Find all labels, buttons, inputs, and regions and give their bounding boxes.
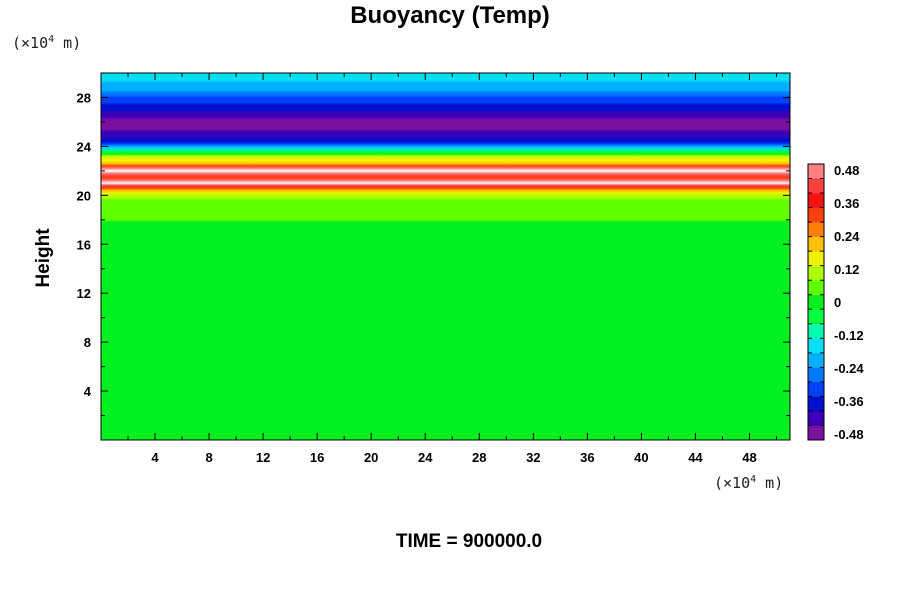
colorbar-swatch: [808, 367, 824, 383]
x-tick-label: 40: [634, 450, 648, 465]
colorbar-swatch: [808, 193, 824, 208]
x-tick-label: 28: [472, 450, 486, 465]
plot-frame: [100, 72, 791, 441]
colorbar-label: 0.12: [834, 262, 859, 277]
colorbar-label: -0.12: [834, 328, 864, 343]
x-unit-base: (×10: [714, 474, 751, 492]
colorbar-swatch: [808, 294, 824, 310]
x-tick-label: 12: [256, 450, 270, 465]
colorbar: 0.48 0.36 0.24 0.12 0 -0.12 -0.24 -0.36 -0.48: [807, 163, 864, 442]
x-tick-label: 36: [580, 450, 594, 465]
colorbar-swatch: [808, 410, 824, 426]
colorbar-label: 0.48: [834, 163, 859, 178]
colorbar-label: 0: [834, 295, 841, 310]
x-tick-label: 4: [151, 450, 159, 465]
colorbar-swatch: [808, 309, 824, 325]
x-tick-label: 20: [364, 450, 378, 465]
colorbar-swatch: [808, 178, 824, 194]
colorbar-swatch: [808, 265, 824, 281]
colorbar-swatch: [808, 352, 824, 368]
colorbar-label: -0.48: [834, 427, 864, 442]
colorbar-label: 0.24: [834, 229, 860, 244]
y-tick-label: 28: [77, 90, 91, 105]
colorbar-label: -0.24: [834, 361, 864, 376]
y-tick-label: 16: [77, 237, 91, 252]
x-unit-exponent: 4: [750, 474, 757, 485]
colorbar-label: 0.36: [834, 196, 859, 211]
chart-title: Buoyancy (Temp): [350, 2, 550, 29]
x-tick-label: 16: [310, 450, 324, 465]
y-unit-base: (×10: [12, 34, 49, 52]
x-axis-unit: (×104 m): [714, 474, 783, 492]
y-tick-label: 24: [77, 139, 92, 154]
colorbar-label: -0.36: [834, 394, 864, 409]
y-unit-exponent: 4: [48, 34, 55, 45]
y-tick-label: 12: [77, 286, 91, 301]
y-tick-label: 8: [84, 335, 91, 350]
y-unit-suffix: m): [54, 34, 82, 52]
x-tick-label: 24: [418, 450, 433, 465]
x-tick-label: 8: [205, 450, 212, 465]
y-tick-label: 20: [77, 188, 91, 203]
x-tick-label: 32: [526, 450, 540, 465]
colorbar-swatch: [808, 396, 824, 412]
buoyancy-field: [101, 73, 790, 440]
colorbar-swatch: [808, 236, 824, 252]
colorbar-swatch: [808, 251, 824, 266]
colorbar-swatch: [808, 425, 824, 441]
y-tick-label: 4: [84, 384, 92, 399]
y-axis-unit: (×104 m): [12, 34, 81, 52]
colorbar-swatch: [808, 164, 824, 179]
colorbar-swatch: [808, 381, 824, 397]
x-tick-label: 44: [688, 450, 703, 465]
x-tick-label: 48: [742, 450, 756, 465]
colorbar-swatch: [808, 323, 824, 339]
colorbar-swatch: [808, 280, 824, 296]
plot-area: [100, 72, 791, 441]
colorbar-frame: [807, 163, 825, 441]
time-footer: TIME = 900000.0: [395, 531, 543, 552]
x-unit-suffix: m): [756, 474, 784, 492]
colorbar-swatch: [808, 207, 824, 223]
colorbar-swatch: [808, 338, 824, 354]
colorbar-swatch: [808, 222, 824, 237]
